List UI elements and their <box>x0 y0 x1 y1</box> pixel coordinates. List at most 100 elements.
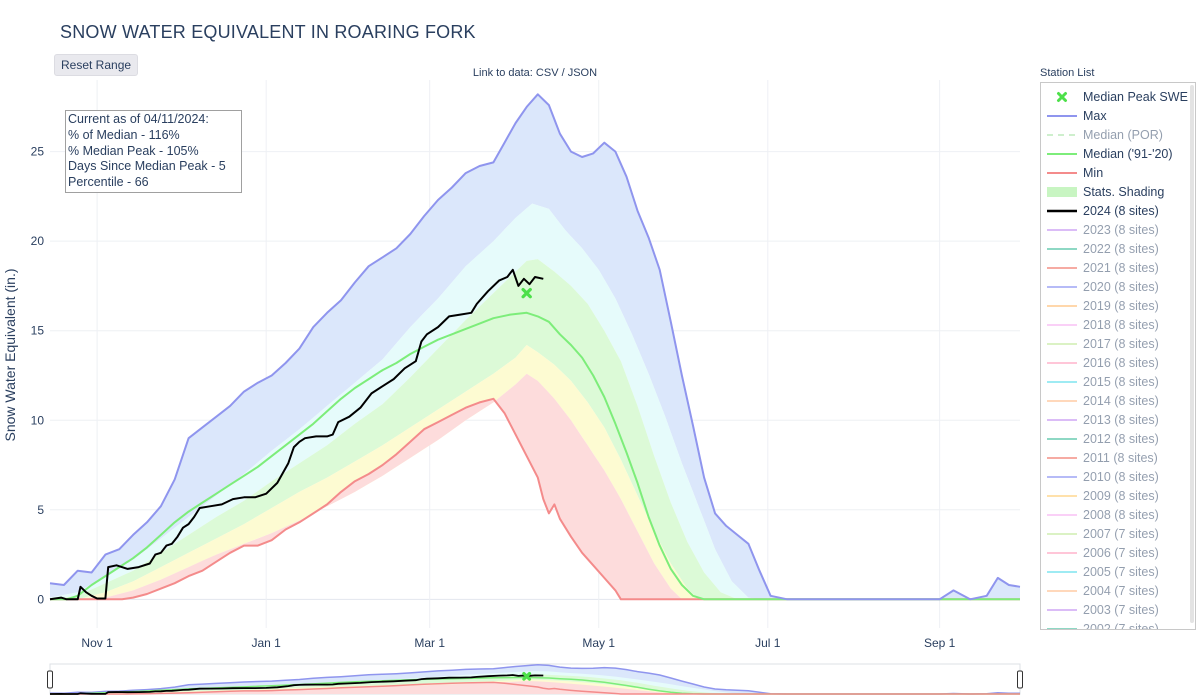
legend-item-label: Median ('91-'20) <box>1083 146 1173 161</box>
data-link-separator: / <box>558 67 568 79</box>
legend-swatch-icon <box>1047 319 1077 331</box>
legend-item[interactable]: 2016 (8 sites) <box>1041 353 1195 372</box>
legend-item[interactable]: 2013 (8 sites) <box>1041 410 1195 429</box>
reset-range-button[interactable]: Reset Range <box>54 54 139 76</box>
legend-swatch-icon <box>1047 395 1077 407</box>
legend-item-label: 2011 (8 sites) <box>1083 450 1158 465</box>
legend-swatch-icon <box>1047 547 1077 559</box>
legend-item-label: 2022 (8 sites) <box>1083 241 1159 256</box>
legend-item-label: 2010 (8 sites) <box>1083 469 1159 484</box>
legend-item[interactable]: 2022 (8 sites) <box>1041 239 1195 258</box>
legend-item-label: 2003 (7 sites) <box>1083 602 1159 617</box>
legend-item-label: 2018 (8 sites) <box>1083 317 1159 332</box>
range-slider[interactable] <box>47 663 1023 695</box>
legend-item[interactable]: 2004 (7 sites) <box>1041 581 1195 600</box>
legend-item-label: 2007 (7 sites) <box>1083 526 1159 541</box>
legend-item[interactable]: Median (POR) <box>1041 125 1195 144</box>
max-line <box>49 93 1021 601</box>
current-status-box: Current as of 04/11/2024: % of Median - … <box>65 110 242 193</box>
median-peak-x <box>521 287 532 299</box>
current-2024-line <box>49 268 544 601</box>
legend-item[interactable]: 2015 (8 sites) <box>1041 372 1195 391</box>
legend-swatch-icon <box>1047 471 1077 483</box>
legend-scrollbar[interactable] <box>1190 85 1194 623</box>
legend-item[interactable]: 2018 (8 sites) <box>1041 315 1195 334</box>
band-max-p90 <box>50 94 1020 600</box>
x-tick-label: Mar 1 <box>414 636 445 650</box>
legend-item[interactable]: 2021 (8 sites) <box>1041 258 1195 277</box>
legend-swatch-icon <box>1047 205 1077 217</box>
json-link[interactable]: JSON <box>567 67 598 79</box>
legend-item[interactable]: 2010 (8 sites) <box>1041 467 1195 486</box>
legend-swatch-icon <box>1047 509 1077 521</box>
legend-swatch-icon <box>1047 338 1077 350</box>
y-tick-label: 20 <box>31 234 45 248</box>
median-peak-marker <box>521 287 532 299</box>
markers <box>521 287 532 299</box>
min-line <box>50 397 1020 601</box>
legend-item[interactable]: Min <box>1041 163 1195 182</box>
legend-item-label: Stats. Shading <box>1083 184 1165 199</box>
legend-item[interactable]: 2002 (7 sites) <box>1041 619 1195 630</box>
legend-item[interactable]: 2008 (8 sites) <box>1041 505 1195 524</box>
legend-item[interactable]: Median Peak SWE <box>1041 87 1195 106</box>
legend-swatch-icon <box>1047 357 1077 369</box>
legend-item-label: 2002 (7 sites) <box>1083 621 1159 630</box>
legend-item[interactable]: Max <box>1041 106 1195 125</box>
x-tick-label: Nov 1 <box>81 636 113 650</box>
legend-swatch-icon <box>1047 528 1077 540</box>
legend-item[interactable]: 2017 (8 sites) <box>1041 334 1195 353</box>
legend-item[interactable]: 2019 (8 sites) <box>1041 296 1195 315</box>
legend-item-label: Median Peak SWE <box>1083 89 1188 104</box>
csv-link[interactable]: CSV <box>535 67 559 79</box>
range-slider-left-handle[interactable] <box>47 670 53 689</box>
status-days-since-peak: Days Since Median Peak - 5 <box>68 159 226 174</box>
x-tick-label: Jan 1 <box>251 636 281 650</box>
legend-title: Station List <box>1040 67 1095 79</box>
series-lines <box>49 93 1021 601</box>
legend-swatch-icon <box>1047 167 1077 179</box>
legend-swatch-icon <box>1047 414 1077 426</box>
legend-item[interactable]: Stats. Shading <box>1041 182 1195 201</box>
legend-item-label: 2012 (8 sites) <box>1083 431 1159 446</box>
legend-item-label: 2020 (8 sites) <box>1083 279 1159 294</box>
legend-swatch-icon <box>1047 604 1077 616</box>
legend-item-label: 2016 (8 sites) <box>1083 355 1159 370</box>
x-tick-label: Sep 1 <box>924 636 956 650</box>
status-pct-median-peak: % Median Peak - 105% <box>68 143 199 158</box>
legend-item[interactable]: 2006 (7 sites) <box>1041 543 1195 562</box>
legend-item-label: 2024 (8 sites) <box>1083 203 1159 218</box>
legend-swatch-icon <box>1047 585 1077 597</box>
legend-swatch-icon <box>1047 376 1077 388</box>
legend-item-label: 2023 (8 sites) <box>1083 222 1159 237</box>
range-slider-p10-area <box>50 681 1020 694</box>
legend-swatch-icon <box>1047 452 1077 464</box>
legend-item-label: 2009 (8 sites) <box>1083 488 1159 503</box>
legend-item[interactable]: 2005 (7 sites) <box>1041 562 1195 581</box>
legend-swatch-icon <box>1047 433 1077 445</box>
median-peak-x <box>522 671 532 681</box>
range-slider-right-handle[interactable] <box>1017 670 1023 689</box>
legend-item[interactable]: 2020 (8 sites) <box>1041 277 1195 296</box>
median-line <box>50 311 1020 601</box>
legend-item-label: 2017 (8 sites) <box>1083 336 1159 351</box>
legend-item[interactable]: 2024 (8 sites) <box>1041 201 1195 220</box>
legend-item[interactable]: 2003 (7 sites) <box>1041 600 1195 619</box>
legend-item[interactable]: 2012 (8 sites) <box>1041 429 1195 448</box>
legend-swatch-icon <box>1047 243 1077 255</box>
status-pct-median: % of Median - 116% <box>68 127 180 142</box>
legend[interactable]: Median Peak SWE Max Median (POR) Median ('9… <box>1040 82 1196 630</box>
legend-item[interactable]: 2007 (7 sites) <box>1041 524 1195 543</box>
legend-swatch-icon <box>1047 300 1077 312</box>
legend-item[interactable]: 2014 (8 sites) <box>1041 391 1195 410</box>
legend-item[interactable]: 2009 (8 sites) <box>1041 486 1195 505</box>
legend-item[interactable]: 2023 (8 sites) <box>1041 220 1195 239</box>
chart-title: SNOW WATER EQUIVALENT IN ROARING FORK <box>60 22 476 42</box>
legend-swatch-icon <box>1047 186 1077 198</box>
legend-item[interactable]: 2011 (8 sites) <box>1041 448 1195 467</box>
legend-item-label: 2014 (8 sites) <box>1083 393 1159 408</box>
legend-item-label: 2005 (7 sites) <box>1083 564 1159 579</box>
legend-item[interactable]: Median ('91-'20) <box>1041 144 1195 163</box>
legend-swatch-icon <box>1047 490 1077 502</box>
